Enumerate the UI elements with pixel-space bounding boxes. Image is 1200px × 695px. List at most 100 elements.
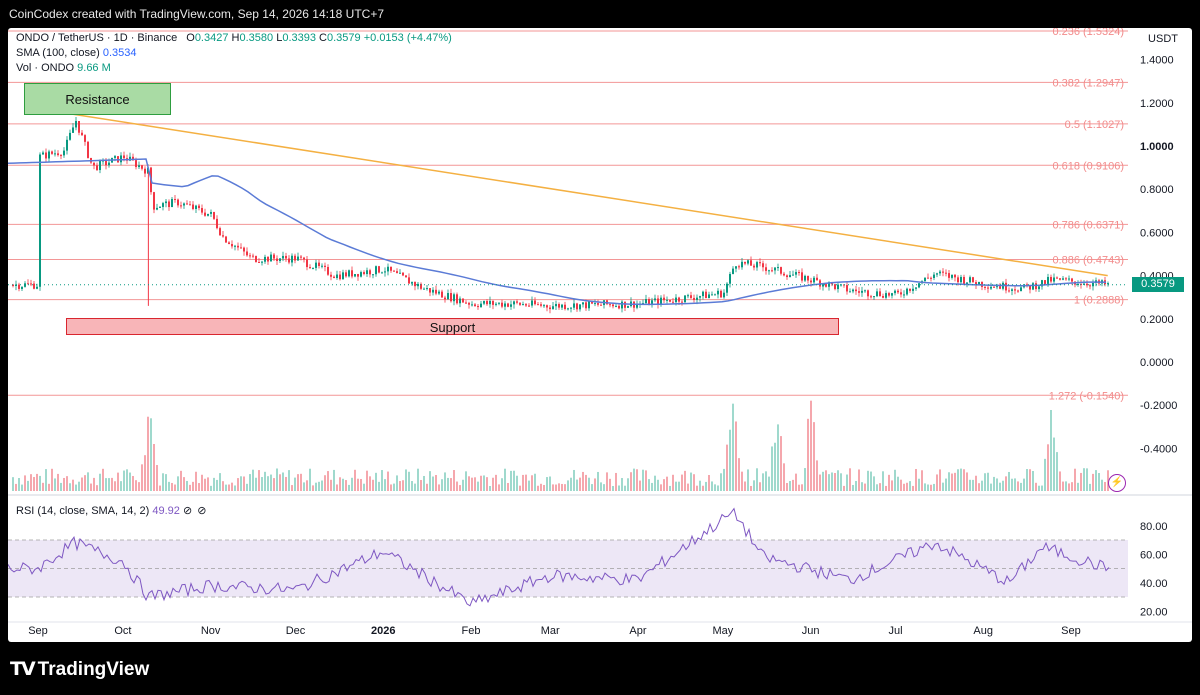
candle-body (84, 135, 86, 142)
x-axis-tick-label: Oct (114, 625, 131, 637)
lightning-icon[interactable]: ⚡ (1108, 474, 1126, 492)
chart-canvas[interactable]: 0.236 (1.5324) 0.382 (1.2947) 0.5 (1.1027)… (8, 28, 1192, 642)
volume-bar (21, 484, 23, 491)
volume-bar (99, 473, 101, 491)
candle-body (588, 301, 590, 309)
candle-body (468, 302, 470, 305)
y-axis-tick-label: 1.2000 (1140, 98, 1174, 110)
candle-body (933, 274, 935, 279)
close-label: C (319, 32, 327, 44)
support-box[interactable]: Support (66, 318, 839, 335)
volume-bar (930, 484, 932, 491)
candle-body (183, 203, 185, 206)
volume-bar (804, 468, 806, 491)
volume-bar (75, 484, 77, 491)
volume-bar (777, 424, 779, 491)
volume-bar (24, 475, 26, 491)
volume-bar (873, 476, 875, 491)
candle-body (270, 254, 272, 262)
candle-body (198, 205, 200, 209)
candle-body (294, 255, 296, 261)
volume-bar (87, 472, 89, 491)
candle-body (444, 297, 446, 300)
candle-body (522, 304, 524, 306)
volume-bar (300, 473, 302, 491)
chart-container[interactable]: 0.236 (1.5324) 0.382 (1.2947) 0.5 (1.1027)… (8, 28, 1192, 642)
candle-body (738, 266, 740, 268)
candle-body (525, 304, 527, 306)
eye-off-icon[interactable]: ⊘ (197, 505, 207, 517)
volume-bar (771, 446, 773, 491)
volume-bar (585, 474, 587, 491)
x-axis-tick-label: May (712, 625, 733, 637)
candle-body (417, 283, 419, 287)
volume-bar (93, 477, 95, 491)
volume-bar (555, 484, 557, 491)
candle-body (582, 302, 584, 305)
volume-bar (1023, 478, 1025, 491)
candle-body (351, 270, 353, 277)
candle-body (609, 304, 611, 306)
volume-bar (258, 470, 260, 491)
volume-bar (441, 479, 443, 491)
volume-bar (249, 474, 251, 491)
volume-bar (513, 470, 515, 491)
volume-bar (693, 474, 695, 491)
volume-bar (603, 484, 605, 491)
resistance-trendline[interactable] (69, 112, 1108, 277)
candle-body (342, 272, 344, 280)
volume-bar (615, 472, 617, 491)
candle-body (753, 265, 755, 268)
fib-level-label: 0.886 (0.4743) (1052, 255, 1124, 267)
volume-bar (375, 472, 377, 491)
volume-bar (1056, 452, 1058, 491)
candle-body (435, 289, 437, 294)
volume-bar (1086, 468, 1088, 491)
candle-body (291, 255, 293, 263)
volume-bar (126, 469, 128, 491)
candle-body (903, 294, 905, 296)
rsi-legend: RSI (14, close, SMA, 14, 2) 49.92 ⊘ ⊘ (16, 504, 206, 517)
candle-body (726, 283, 728, 293)
volume-bar (426, 483, 428, 491)
fib-level-label: 0.5 (1.1027) (1065, 119, 1124, 131)
volume-bar (354, 469, 356, 491)
volume-bar (33, 477, 35, 491)
candle-body (222, 235, 224, 237)
volume-bar (1026, 469, 1028, 491)
volume-bar (915, 468, 917, 491)
volume-bar (942, 482, 944, 491)
candle-body (60, 155, 62, 157)
volume-bar (1029, 469, 1031, 491)
candle-body (54, 153, 56, 155)
resistance-box[interactable]: Resistance (24, 83, 171, 115)
candle-body (1020, 287, 1022, 292)
volume-bar (27, 480, 29, 491)
candle-body (474, 304, 476, 307)
candle-body (255, 256, 257, 262)
eye-off-icon[interactable]: ⊘ (182, 505, 193, 517)
volume-bar (567, 480, 569, 491)
candle-body (213, 212, 215, 219)
candle-body (873, 296, 875, 298)
volume-bar (159, 485, 161, 491)
tradingview-logo[interactable]: TV TradingView (10, 658, 149, 681)
volume-bar (309, 468, 311, 491)
x-axis-tick-label: Mar (541, 625, 560, 637)
volume-bar (60, 482, 62, 491)
candle-body (864, 290, 866, 292)
volume-bar (831, 472, 833, 491)
volume-bar (387, 471, 389, 491)
candle-body (264, 256, 266, 262)
volume-bar (156, 465, 158, 491)
volume-bar (900, 479, 902, 491)
candle-body (534, 300, 536, 305)
volume-bar (684, 470, 686, 491)
candle-body (132, 156, 134, 161)
candle-body (912, 288, 914, 291)
candle-body (420, 283, 422, 289)
candle-body (846, 285, 848, 292)
current-price-tag: 0.3579 (1132, 276, 1184, 292)
volume-bar (810, 400, 812, 491)
sma-line (8, 158, 1107, 306)
